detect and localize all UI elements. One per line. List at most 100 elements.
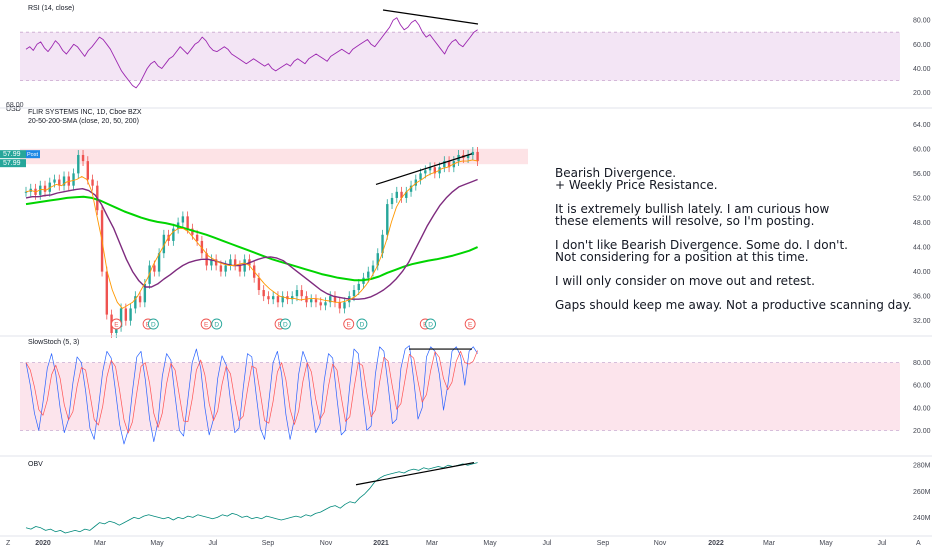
price-candle [153, 265, 156, 272]
price-candle [329, 296, 332, 303]
x-tick-label: Sep [262, 540, 275, 547]
price-candle [466, 154, 470, 159]
stoch-band [20, 362, 900, 431]
marker-label: E [347, 322, 352, 329]
x-tick-label: Mar [426, 540, 439, 547]
x-tick-label: Sep [597, 540, 610, 547]
price-candle [414, 179, 418, 186]
price-y-tick: 52.00 [913, 195, 931, 202]
price-candle [357, 283, 360, 291]
price-candle [72, 173, 75, 186]
price-candle [333, 296, 337, 303]
price-candle [314, 299, 318, 303]
price-candle [300, 290, 303, 297]
earnings-dividend-marker [147, 318, 159, 330]
price-subtitle: 20-50-200-SMA (close, 20, 50, 200) [28, 118, 139, 125]
price-candle [243, 259, 246, 272]
price-candle [400, 191, 403, 198]
price-y-tick: 40.00 [913, 269, 931, 276]
x-tick-label: Mar [763, 540, 776, 547]
annotation-line: these elements will resolve, so I'm post… [555, 214, 814, 228]
rsi-y-tick: 40.00 [913, 66, 931, 73]
x-tick-label: May [483, 540, 497, 547]
price-candle [172, 228, 175, 241]
price-candle [371, 265, 375, 272]
price-candle [324, 302, 327, 306]
price-candle [48, 182, 51, 192]
marker-label: D [428, 322, 433, 329]
price-candle [195, 234, 199, 241]
price-y-tick: 44.00 [913, 245, 931, 252]
annotation-line: It is extremely bullish lately. I am cur… [555, 202, 829, 216]
x-tick-label: Jul [543, 540, 552, 547]
annotation-line: I will only consider on move out and ret… [555, 274, 815, 288]
price-candle [386, 204, 389, 235]
price-y-tick: 48.00 [913, 220, 931, 227]
price-divergence-line [375, 153, 473, 186]
price-candle [200, 240, 204, 254]
x-tick-label: May [150, 540, 164, 547]
scale-toggle-button[interactable]: Z [6, 540, 11, 547]
rsi-pane: RSI (14, close) 80.00 60.00 40.00 20.00 [20, 5, 931, 97]
price-candle [43, 185, 47, 192]
marker-label: E [114, 322, 119, 329]
marker-label: E [468, 322, 473, 329]
stoch-y-tick: 20.00 [913, 428, 931, 435]
earnings-dividend-marker [343, 318, 355, 330]
price-candle [157, 253, 161, 272]
price-candle [233, 259, 237, 266]
stoch-title: SlowStoch (5, 3) [28, 339, 79, 346]
obv-title: OBV [28, 461, 43, 468]
obv-divergence-line [355, 462, 475, 486]
x-tick-label: Mar [94, 540, 107, 547]
rsi-line [25, 17, 478, 89]
price-candle [24, 191, 28, 193]
last-price-badge-2 [0, 159, 26, 168]
price-candle [138, 296, 142, 303]
price-candle [181, 216, 185, 223]
annotation-line: I don't like Bearish Divergence. Some do… [555, 238, 848, 252]
price-candle [58, 179, 61, 186]
auto-scale-button[interactable]: A [916, 540, 921, 547]
price-candle [291, 296, 294, 300]
price-candle [162, 234, 166, 254]
x-tick-label: May [819, 540, 833, 547]
price-candle [409, 185, 413, 192]
price-candle [352, 290, 356, 297]
price-candle [319, 302, 322, 306]
price-candle [115, 326, 118, 333]
price-candle [428, 167, 432, 171]
price-candle [381, 234, 384, 254]
price-candle [390, 197, 394, 205]
resistance-zone [20, 148, 528, 165]
price-candle [186, 216, 189, 229]
annotation-line: Gaps should keep me away. Not a producti… [555, 298, 912, 312]
price-candle [471, 151, 475, 155]
stoch-y-tick: 40.00 [913, 405, 931, 412]
price-candle [81, 154, 85, 162]
obv-y-tick: 260M [913, 489, 931, 496]
price-candle [119, 308, 123, 327]
price-candle [262, 290, 265, 297]
price-candle [86, 161, 89, 180]
marker-label: D [151, 322, 156, 329]
price-candle [376, 253, 379, 266]
obv-y-tick: 280M [913, 463, 931, 470]
price-y-tick: 64.00 [913, 122, 931, 129]
marker-label: D [360, 322, 365, 329]
annotation-line: Bearish Divergence. [555, 166, 676, 180]
price-candle [191, 228, 194, 235]
marker-label: E [204, 322, 209, 329]
rsi-band [20, 32, 900, 81]
price-candle [271, 296, 275, 300]
price-candle [53, 179, 56, 183]
price-candle [219, 265, 223, 272]
price-candle [105, 271, 109, 315]
price-candle [433, 167, 437, 174]
earnings-dividend-marker [200, 318, 212, 330]
price-candle [229, 259, 232, 266]
price-candle [476, 151, 479, 162]
price-candle [395, 191, 398, 198]
price-candle [338, 302, 341, 309]
